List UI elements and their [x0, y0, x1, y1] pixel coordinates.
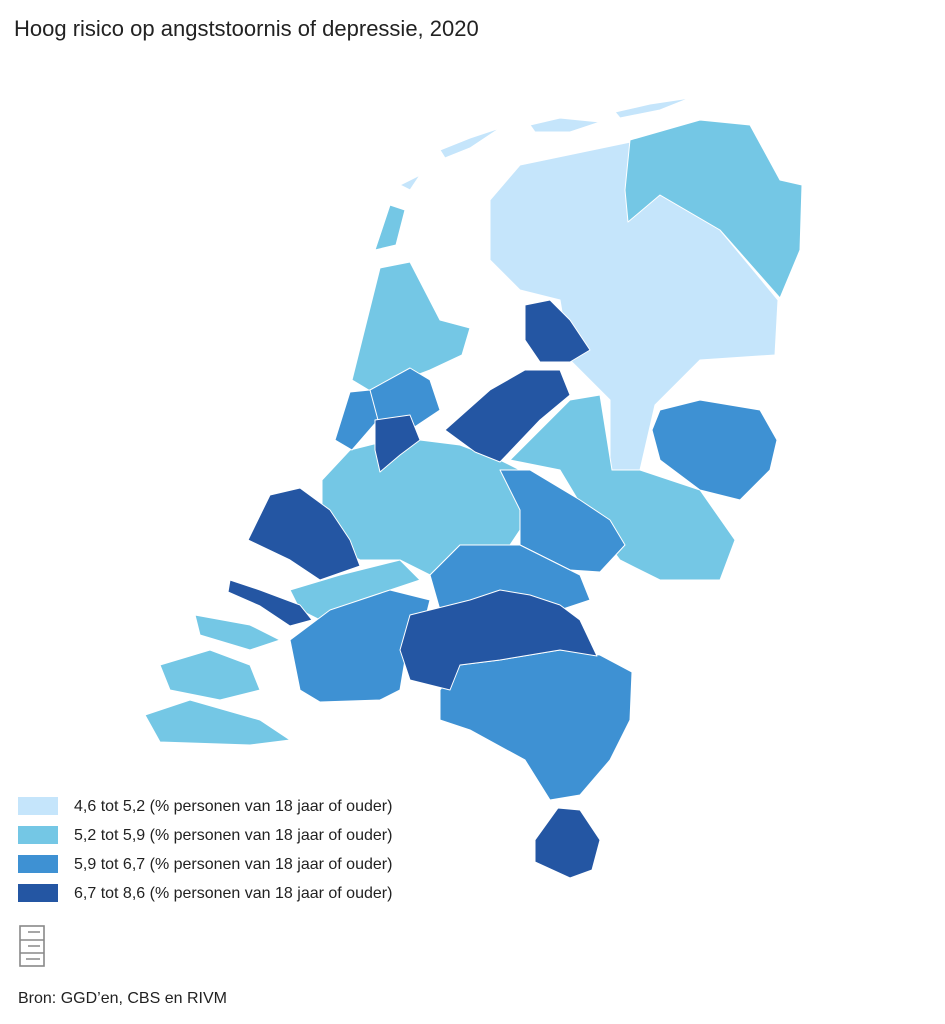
region [624, 119, 803, 299]
region [351, 261, 471, 393]
region [227, 579, 313, 627]
legend-label: 6,7 tot 8,6 (% personen van 18 jaar of o… [74, 885, 392, 902]
region [194, 614, 281, 651]
region [534, 807, 601, 879]
region [399, 589, 598, 691]
cbs-logo [19, 925, 45, 967]
region [651, 399, 778, 501]
region [614, 97, 691, 119]
region [439, 649, 633, 801]
legend-label: 4,6 tot 5,2 (% personen van 18 jaar of o… [74, 798, 392, 815]
title: Hoog risico op angststoornis of depressi… [14, 16, 479, 41]
region [529, 117, 601, 133]
legend-swatch [18, 826, 58, 844]
map [144, 97, 803, 879]
legend-label: 5,2 tot 5,9 (% personen van 18 jaar of o… [74, 827, 392, 844]
region [159, 649, 261, 701]
region [524, 299, 591, 363]
legend-swatch [18, 855, 58, 873]
region [334, 389, 379, 451]
region [374, 414, 421, 473]
region [374, 204, 406, 251]
region [399, 174, 421, 191]
region [439, 127, 501, 159]
legend-label: 5,9 tot 6,7 (% personen van 18 jaar of o… [74, 856, 392, 873]
source: Bron: GGD’en, CBS en RIVM [18, 990, 227, 1007]
legend-swatch [18, 797, 58, 815]
legend-swatch [18, 884, 58, 902]
legend: 4,6 tot 5,2 (% personen van 18 jaar of o… [18, 797, 392, 902]
region [247, 487, 361, 581]
region [144, 699, 291, 746]
region [499, 469, 626, 573]
region [444, 369, 571, 463]
